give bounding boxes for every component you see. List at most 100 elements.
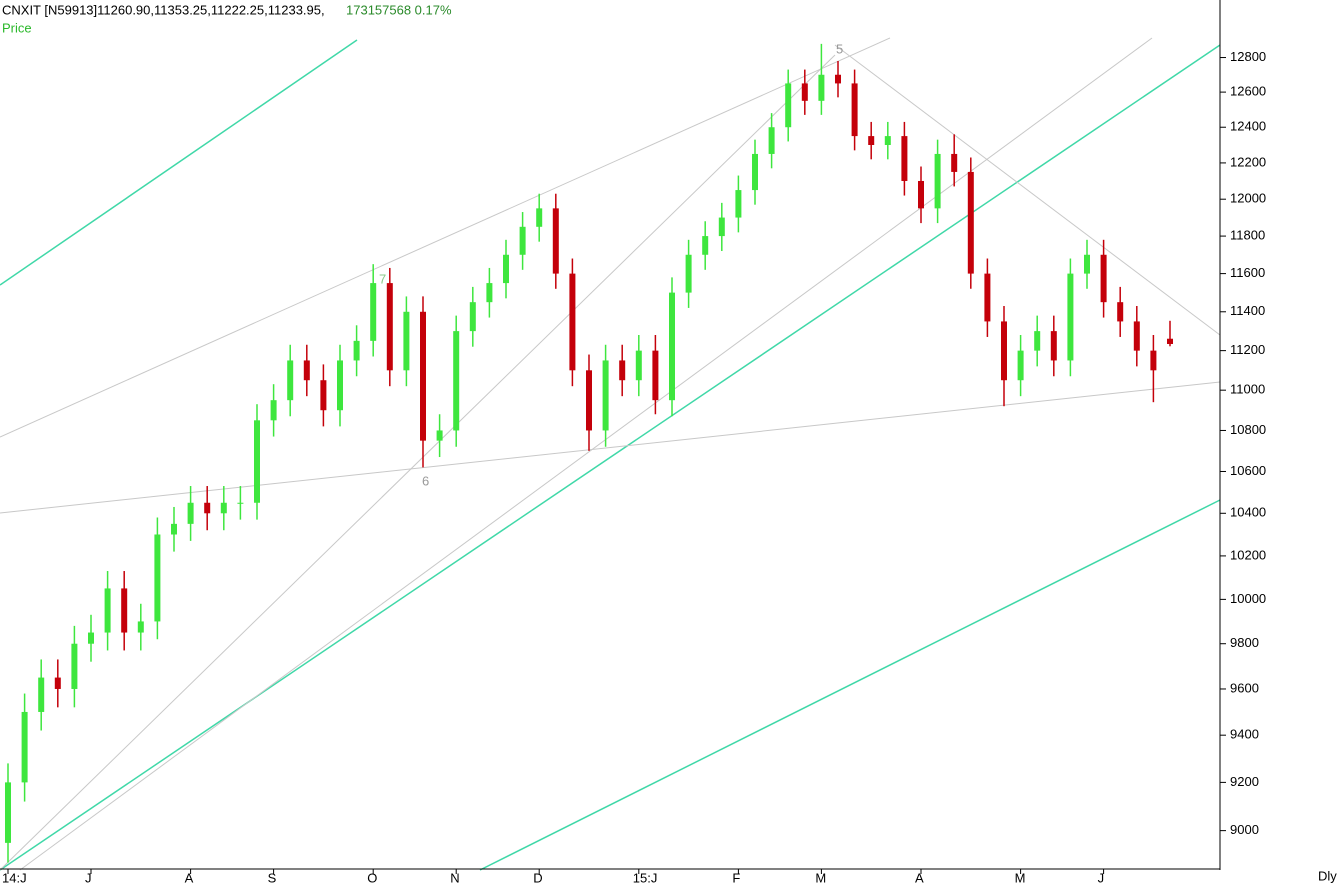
candle-body [204,502,211,514]
x-tick-label: J [1098,870,1105,885]
candle-body [38,677,45,712]
candle-body [5,782,11,843]
y-tick-label: 12800 [1230,49,1266,64]
x-tick-label: J [85,870,92,885]
candle-body [403,311,410,371]
candle-body [104,588,111,633]
candle-body [901,136,908,181]
trend-line [0,54,836,871]
candle-body [1117,302,1124,322]
candle-body [752,153,758,191]
x-tick-label: 14:J [2,870,27,885]
candle-body [88,632,94,644]
candle-body [270,400,277,421]
candle-body [519,226,526,255]
candle-body [21,711,28,783]
candle-body [868,136,875,145]
candle-body [984,273,991,322]
y-tick-label: 9800 [1230,635,1259,650]
candle-body [785,83,792,128]
y-tick-label: 9600 [1230,680,1259,695]
x-tick-label: M [815,870,826,885]
x-tick-label: F [732,870,740,885]
annotation: 6 [422,473,429,488]
candle-body [1001,321,1007,381]
y-tick-label: 10200 [1230,547,1266,562]
candle-body [386,283,393,371]
series-label: Price [2,20,32,35]
y-tick-label: 9200 [1230,774,1259,789]
candle-body [1100,254,1107,303]
x-tick-label: A [915,870,924,885]
candle-body [469,302,476,332]
candle-body [702,236,709,255]
trend-line [834,44,1221,336]
candle-body [1017,350,1024,381]
trend-line [0,381,1221,514]
candle-body [635,350,642,381]
candle-body [652,350,659,401]
candle-body [685,254,692,293]
header-volume: 173157568 0.17% [346,2,452,17]
y-tick-label: 12000 [1230,191,1266,206]
candle-body [187,502,194,524]
y-tick-label: 10000 [1230,591,1266,606]
candle-body [967,171,974,274]
y-tick-label: 11200 [1230,342,1265,357]
candle-body [171,523,177,535]
y-tick-label: 11000 [1230,382,1265,397]
y-tick-label: 10800 [1230,422,1266,437]
candle-body [353,340,360,361]
candle-body [1034,331,1041,351]
candle-body [918,180,924,209]
y-tick-label: 12400 [1230,119,1266,134]
candle-body [320,380,327,411]
candle-body [552,208,559,274]
candle-body [619,360,626,381]
trend-line [0,39,358,286]
candle-body [154,534,161,622]
candle-body [1067,273,1074,361]
x-tick-label: M [1015,870,1026,885]
candle-body [536,208,543,227]
x-tick-label: 15:J [633,870,658,885]
x-tick-label: D [533,870,542,885]
candle-body [669,292,675,401]
y-tick-label: 11600 [1230,265,1265,280]
candle-body [453,331,460,431]
candle-body [884,136,891,145]
candle-body [801,83,808,101]
y-tick-label: 12200 [1230,154,1266,169]
candle-body [586,370,592,431]
y-tick-label: 11800 [1230,228,1265,243]
y-tick-label: 10600 [1230,463,1266,478]
candle-body [934,153,941,209]
candle-body [569,273,576,371]
y-tick-label: 10400 [1230,505,1266,520]
x-tick-label: N [450,870,459,885]
candle-body [121,588,128,633]
candle-body [835,74,841,84]
candle-body [1084,254,1090,274]
trend-line [0,44,1221,871]
candle-body [287,360,294,401]
candle-body [1133,321,1140,351]
candle-body [337,360,343,411]
y-tick-label: 12600 [1230,84,1266,99]
candle-body [436,430,443,441]
candle-body [1150,350,1157,371]
trend-line [19,37,1153,871]
candle-body [602,360,609,431]
period-label: Dly [1318,868,1337,883]
candle-body [137,621,144,633]
candle-body [54,677,61,689]
y-tick-label: 9400 [1230,727,1259,742]
annotation: 5 [836,41,843,56]
x-tick-label: A [185,870,194,885]
trend-line [0,37,891,438]
candle-body [851,83,858,137]
candle-body [718,217,725,237]
candle-body [486,283,493,303]
